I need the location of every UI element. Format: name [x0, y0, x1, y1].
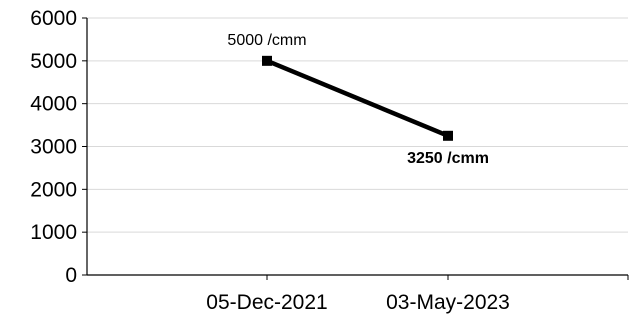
- y-tick-label: 4000: [30, 93, 77, 116]
- x-tick-label: 05-Dec-2021: [206, 291, 327, 314]
- y-tick-label: 6000: [30, 7, 77, 30]
- gridlines: [87, 17, 628, 233]
- y-tick-label: 5000: [30, 50, 77, 73]
- data-point-marker: [262, 55, 272, 66]
- data-label: 5000 /cmm: [227, 32, 306, 49]
- x-tick-label: 03-May-2023: [386, 291, 510, 314]
- y-tick-label: 3000: [30, 136, 77, 159]
- data-labels: 5000 /cmm 3250 /cmm: [227, 32, 488, 167]
- y-tick-label: 0: [65, 264, 77, 287]
- y-tick-label: 2000: [30, 178, 77, 201]
- y-tick-label: 1000: [30, 221, 77, 244]
- data-label: 3250 /cmm: [407, 150, 489, 167]
- series-line: [266, 58, 449, 138]
- x-axis-ticks: 05-Dec-2021 03-May-2023: [206, 275, 629, 314]
- data-point-marker: [443, 130, 453, 141]
- y-axis-ticks: 0 1000 2000 3000 4000 5000 6000: [30, 7, 87, 287]
- series-group: [262, 55, 453, 141]
